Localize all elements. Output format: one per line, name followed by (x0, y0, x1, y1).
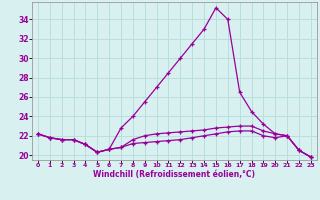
X-axis label: Windchill (Refroidissement éolien,°C): Windchill (Refroidissement éolien,°C) (93, 170, 255, 179)
